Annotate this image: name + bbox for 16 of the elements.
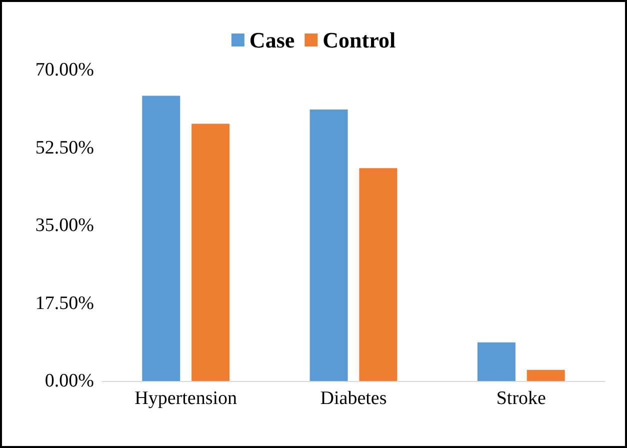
bar	[192, 124, 230, 381]
legend-label: Control	[322, 28, 396, 52]
x-tick-label: Diabetes	[320, 388, 387, 409]
y-tick-label: 17.50%	[35, 292, 94, 314]
x-tick-label: Stroke	[496, 388, 546, 409]
legend-label: Case	[249, 28, 295, 52]
bar	[142, 96, 180, 381]
bar	[526, 370, 565, 381]
y-tick-label: 52.50%	[35, 137, 94, 158]
y-tick-label: 35.00%	[35, 215, 94, 236]
bar	[310, 110, 348, 381]
y-tick-label: 0.00%	[44, 370, 94, 392]
bar	[359, 168, 398, 381]
y-tick-label: 70.00%	[35, 60, 94, 80]
bar	[477, 342, 516, 381]
x-tick-label: Hypertension	[134, 388, 238, 409]
